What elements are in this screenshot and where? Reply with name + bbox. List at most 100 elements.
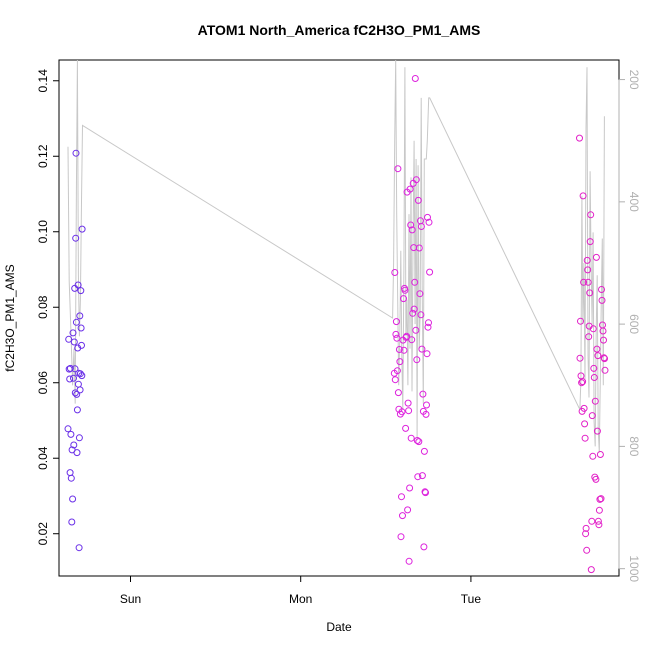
- data-point: [415, 438, 423, 446]
- data-point: [595, 521, 603, 529]
- y-tick-label: 0.10: [36, 220, 50, 244]
- data-point: [592, 475, 600, 483]
- data-point: [73, 406, 81, 414]
- data-point: [579, 378, 587, 386]
- data-point: [70, 374, 77, 382]
- data-point: [410, 305, 418, 313]
- y-axis: 0.02 0.04 0.06 0.08 0.10 0.12 0.14: [36, 69, 60, 546]
- x-axis-label: Date: [326, 620, 352, 634]
- data-point: [422, 489, 429, 497]
- altitude-line-layer: [67, 60, 605, 453]
- data-point: [393, 367, 401, 375]
- data-point: [414, 473, 422, 481]
- data-point: [580, 278, 588, 286]
- data-point: [66, 375, 74, 383]
- data-point: [404, 399, 412, 407]
- data-point: [591, 397, 599, 405]
- data-point: [423, 401, 430, 409]
- data-point: [78, 225, 86, 233]
- data-point: [418, 472, 426, 480]
- data-point: [596, 451, 604, 458]
- data-point: [588, 517, 596, 525]
- y-tick-label: 0.14: [36, 69, 50, 93]
- data-point: [393, 334, 401, 342]
- data-point: [594, 352, 602, 360]
- data-point: [67, 474, 75, 482]
- data-point: [592, 253, 600, 261]
- data-point: [593, 427, 601, 435]
- y-tick-label: 0.08: [36, 295, 50, 319]
- secondary-y-axis: 200 400 600 800 1000: [618, 70, 641, 582]
- data-point: [595, 506, 603, 514]
- data-point: [417, 311, 425, 319]
- data-point: [405, 557, 413, 565]
- data-point: [71, 284, 79, 292]
- data-point: [411, 75, 419, 82]
- data-point: [594, 517, 602, 525]
- data-point: [400, 346, 408, 354]
- y-tick-label: 0.02: [36, 522, 50, 546]
- data-point: [584, 266, 592, 274]
- data-point: [70, 338, 78, 346]
- chart-title: ATOM1 North_America fC2H3O_PM1_AMS: [198, 22, 481, 38]
- data-point: [589, 325, 597, 333]
- plot-frame: [58, 59, 620, 577]
- scatter-points-layer: [64, 75, 609, 574]
- data-point: [413, 356, 421, 364]
- secondary-tick-label: 1000: [627, 555, 641, 582]
- data-point: [77, 324, 85, 332]
- data-point: [423, 350, 431, 358]
- data-point: [78, 341, 85, 349]
- data-point: [424, 213, 431, 221]
- data-point: [582, 524, 590, 532]
- data-point: [392, 330, 400, 338]
- data-point: [598, 296, 606, 304]
- data-point: [576, 134, 583, 142]
- data-point: [414, 196, 422, 204]
- data-point: [398, 408, 406, 416]
- data-point: [65, 335, 73, 343]
- data-point: [68, 518, 76, 526]
- data-point: [403, 332, 411, 340]
- data-point: [396, 358, 404, 366]
- data-point: [584, 278, 592, 286]
- data-point: [407, 434, 415, 442]
- data-point: [404, 506, 412, 514]
- data-point: [407, 221, 415, 229]
- data-point: [586, 238, 594, 246]
- data-point: [77, 287, 85, 295]
- data-point: [406, 185, 414, 193]
- data-point: [73, 449, 81, 457]
- data-point: [420, 447, 428, 455]
- data-point: [76, 386, 84, 394]
- data-point: [412, 326, 420, 334]
- altitude-line: [67, 60, 605, 453]
- y-tick-label: 0.12: [36, 144, 50, 168]
- data-point: [75, 434, 83, 442]
- data-point: [586, 289, 594, 297]
- data-point: [64, 425, 72, 433]
- data-point: [395, 346, 403, 353]
- data-point: [579, 192, 587, 200]
- data-point: [391, 376, 399, 384]
- data-point: [408, 226, 416, 234]
- data-point: [596, 495, 604, 503]
- data-point: [76, 312, 84, 320]
- data-point: [597, 495, 605, 503]
- x-tick-label: Mon: [289, 592, 312, 606]
- data-point: [74, 281, 82, 289]
- data-point: [420, 543, 428, 551]
- data-point: [426, 268, 434, 276]
- data-point: [585, 333, 593, 341]
- data-point: [66, 364, 74, 372]
- data-point: [78, 372, 86, 380]
- data-point: [392, 318, 400, 326]
- x-axis: Sun Mon Tue: [120, 575, 481, 606]
- data-point: [75, 544, 83, 552]
- data-point: [71, 365, 79, 373]
- data-point: [587, 211, 595, 219]
- data-point: [412, 176, 420, 184]
- data-point: [74, 380, 82, 388]
- data-point: [69, 495, 77, 503]
